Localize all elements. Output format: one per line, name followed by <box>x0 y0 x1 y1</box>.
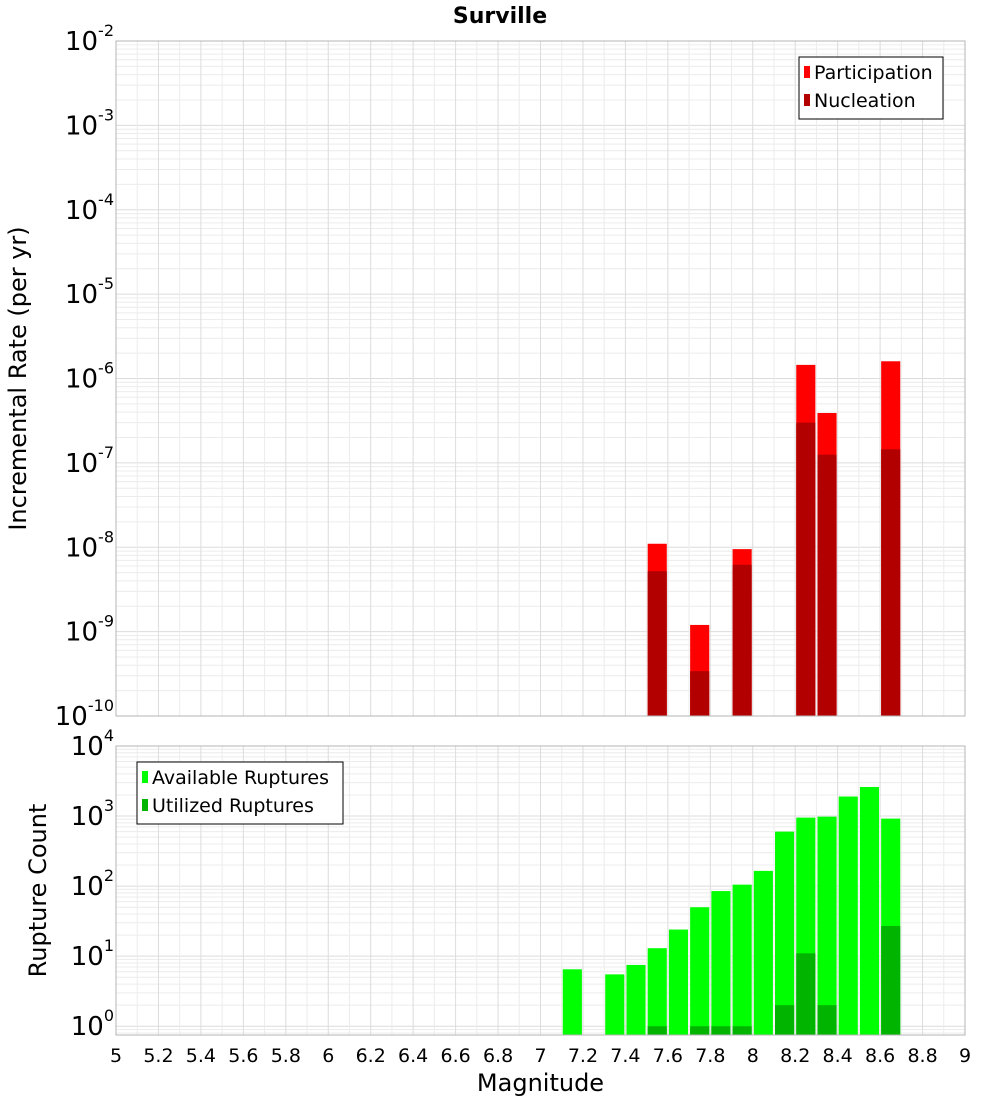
bar-nucleation <box>796 422 816 716</box>
bar-available-ruptures <box>775 831 795 1035</box>
rupture-count-y-axis-label: Rupture Count <box>24 804 52 978</box>
rate-plot-border <box>115 40 966 717</box>
bar-utilized-ruptures <box>817 1005 837 1035</box>
bar-utilized-ruptures <box>647 1026 667 1035</box>
rupture-count-legend: Available Ruptures Utilized Ruptures <box>136 761 344 825</box>
chart-title: Surville <box>453 4 547 29</box>
y-tick-label: 101 <box>71 936 114 972</box>
x-tick-label: 6.8 <box>483 1045 513 1067</box>
y-tick-label: 10-7 <box>65 443 114 479</box>
x-tick-label: 6.2 <box>356 1045 386 1067</box>
y-tick-label: 10-9 <box>65 612 114 648</box>
rate-legend: Participation Nucleation <box>798 56 944 120</box>
x-tick-label: 7 <box>534 1045 546 1067</box>
bar-nucleation <box>881 449 901 716</box>
y-tick-label: 10-3 <box>65 105 114 141</box>
rupture-count-panel: 104 103 102 101 100 Rupture Count 5 5.2 5.4 5.6… <box>24 726 971 1097</box>
x-tick-label: 5.2 <box>143 1045 173 1067</box>
x-tick-label: 8.4 <box>823 1045 853 1067</box>
rupture-count-y-ticks: 104 103 102 101 100 <box>71 726 114 1042</box>
bar-utilized-ruptures <box>881 925 901 1035</box>
legend-label-participation: Participation <box>814 62 933 84</box>
x-tick-label: 5.6 <box>228 1045 258 1067</box>
bar-available-ruptures <box>817 816 837 1035</box>
bar-available-ruptures <box>859 786 880 1035</box>
x-tick-label: 6.6 <box>440 1045 470 1067</box>
legend-label-available-ruptures: Available Ruptures <box>152 767 329 789</box>
rate-legend-box <box>798 56 944 120</box>
magnitude-x-ticks: 5 5.2 5.4 5.6 5.8 6 6.2 6.4 6.6 6.8 7 7.2 7.4 7.6 7.8 8… <box>110 1045 971 1067</box>
legend-label-nucleation: Nucleation <box>814 90 916 112</box>
rupture-count-bars <box>562 786 901 1035</box>
x-tick-label: 5.8 <box>271 1045 301 1067</box>
bar-available-ruptures <box>690 907 710 1035</box>
rate-grid <box>115 40 966 717</box>
bar-nucleation <box>690 671 710 716</box>
y-tick-label: 10-8 <box>65 527 114 563</box>
y-tick-label: 104 <box>71 726 114 762</box>
x-tick-label: 8.8 <box>907 1045 937 1067</box>
x-tick-label: 8.2 <box>780 1045 810 1067</box>
y-tick-label: 100 <box>71 1006 114 1042</box>
x-tick-label: 7.4 <box>610 1045 640 1067</box>
x-tick-label: 9 <box>959 1045 971 1067</box>
x-tick-label: 5 <box>110 1045 122 1067</box>
y-tick-label: 10-2 <box>65 21 114 57</box>
bar-available-ruptures <box>605 974 625 1035</box>
legend-swatch-participation <box>804 66 810 78</box>
bar-available-ruptures <box>753 870 773 1035</box>
legend-swatch-available-ruptures <box>142 771 148 783</box>
bar-utilized-ruptures <box>732 1026 752 1035</box>
bar-available-ruptures <box>711 891 731 1035</box>
legend-swatch-utilized-ruptures <box>142 799 148 811</box>
x-tick-label: 8 <box>747 1045 759 1067</box>
legend-label-utilized-ruptures: Utilized Ruptures <box>152 795 314 817</box>
rate-y-ticks: 10-2 10-3 10-4 10-5 10-6 10-7 10-8 10-9 10-10 <box>55 21 114 732</box>
bar-available-ruptures <box>626 964 646 1035</box>
x-tick-label: 5.4 <box>186 1045 216 1067</box>
rate-bars <box>647 361 901 716</box>
rate-panel: 10-2 10-3 10-4 10-5 10-6 10-7 10-8 10-9 10-10 In… <box>4 21 966 732</box>
rupture-count-legend-box <box>136 761 344 825</box>
x-tick-label: 8.6 <box>865 1045 895 1067</box>
bar-available-ruptures <box>647 948 667 1035</box>
x-tick-label: 7.6 <box>653 1045 683 1067</box>
bar-available-ruptures <box>668 929 689 1035</box>
x-tick-label: 7.8 <box>695 1045 725 1067</box>
bar-utilized-ruptures <box>775 1005 795 1035</box>
bar-nucleation <box>732 564 752 716</box>
bar-utilized-ruptures <box>690 1026 710 1035</box>
x-tick-label: 6.4 <box>398 1045 428 1067</box>
bar-available-ruptures <box>732 884 752 1035</box>
x-tick-label: 7.2 <box>568 1045 598 1067</box>
y-tick-label: 10-4 <box>65 190 114 226</box>
rate-y-axis-label: Incremental Rate (per yr) <box>4 226 32 530</box>
bar-available-ruptures <box>838 796 858 1035</box>
bar-nucleation <box>647 571 667 716</box>
bar-available-ruptures <box>562 969 582 1035</box>
y-tick-label: 103 <box>71 796 114 832</box>
y-tick-label: 10-10 <box>55 696 114 732</box>
x-tick-label: 6 <box>322 1045 334 1067</box>
y-tick-label: 10-6 <box>65 359 114 395</box>
magnitude-x-axis-label: Magnitude <box>477 1069 604 1097</box>
bar-utilized-ruptures <box>711 1026 731 1035</box>
y-tick-label: 10-5 <box>65 274 114 310</box>
legend-swatch-nucleation <box>804 94 810 106</box>
rupture-count-plot-border <box>115 745 966 1036</box>
y-tick-label: 102 <box>71 866 114 902</box>
bar-utilized-ruptures <box>796 953 816 1035</box>
bar-nucleation <box>817 454 837 716</box>
